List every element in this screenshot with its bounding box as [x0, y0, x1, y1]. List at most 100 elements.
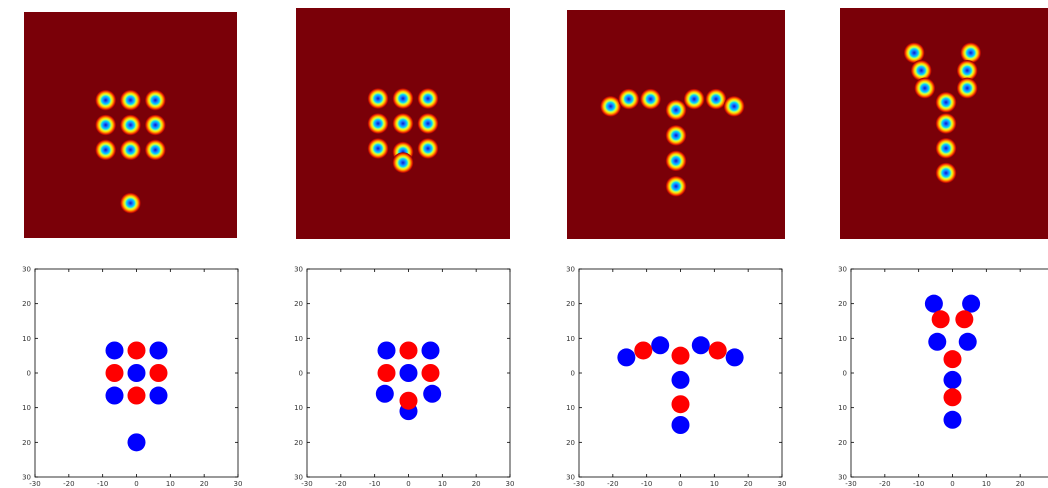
- density-peak: [665, 175, 687, 197]
- density-peak: [392, 113, 414, 134]
- density-peak: [144, 89, 166, 111]
- x-tick-label: 20: [200, 480, 209, 488]
- density-peak: [618, 88, 640, 110]
- x-tick-label: 10: [710, 480, 719, 488]
- density-peak: [144, 114, 166, 136]
- blue-vortex-point: [149, 386, 168, 405]
- density-heatmap-t-shape: [567, 10, 785, 239]
- blue-vortex-point: [617, 348, 636, 367]
- y-tick-label: 10: [294, 335, 303, 343]
- density-peak: [956, 60, 978, 81]
- blue-vortex-point: [149, 341, 168, 360]
- vortex-scatter-t-shape: 30 20 10 0 10 20 30 -30 -20 -10 0 10 20 30: [544, 258, 794, 488]
- density-peak: [417, 88, 439, 110]
- blue-vortex-point: [651, 336, 670, 355]
- blue-vortex-point: [962, 294, 981, 313]
- red-vortex-point: [377, 364, 396, 382]
- y-tick-label: 20: [838, 439, 847, 447]
- density-peak: [417, 137, 439, 159]
- density-peak: [417, 113, 439, 134]
- x-tick-label: 0: [950, 480, 954, 488]
- density-heatmap-grid-plus-one: [24, 12, 237, 238]
- blue-vortex-point: [127, 433, 146, 452]
- density-peak: [705, 88, 727, 110]
- density-peak: [95, 114, 117, 136]
- density-peak: [600, 95, 622, 117]
- x-tick-label: -10: [97, 480, 108, 488]
- x-tick-label: 10: [166, 480, 175, 488]
- x-tick-label: 20: [1016, 480, 1025, 488]
- density-peak: [723, 95, 745, 117]
- density-peak: [367, 137, 389, 159]
- y-tick-label: 10: [22, 335, 31, 343]
- blue-vortex-point: [399, 364, 418, 382]
- x-tick-label: -20: [335, 480, 346, 488]
- density-peak: [392, 88, 414, 110]
- red-vortex-point: [421, 364, 440, 382]
- density-heatmap-grid-with-tail: [296, 8, 510, 239]
- x-tick-label: -30: [573, 480, 584, 488]
- red-vortex-point: [127, 341, 146, 360]
- y-tick-label: 20: [838, 300, 847, 308]
- vortex-scatter-grid-plus-one: 30 20 10 0 10 20 30 -30 -20 -10 0 10 20 30: [0, 258, 250, 488]
- y-tick-label: 10: [838, 404, 847, 412]
- x-tick-label: 20: [744, 480, 753, 488]
- x-tick-label: -10: [369, 480, 380, 488]
- red-vortex-point: [943, 350, 962, 369]
- density-peak: [95, 139, 117, 161]
- x-tick-label: -10: [913, 480, 924, 488]
- x-tick-label: -10: [641, 480, 652, 488]
- blue-vortex-point: [127, 364, 146, 382]
- density-peak: [640, 88, 662, 110]
- density-peak: [367, 113, 389, 134]
- blue-vortex-point: [105, 386, 124, 405]
- y-tick-label: 30: [294, 474, 303, 482]
- density-peak: [935, 113, 957, 134]
- y-tick-label: 0: [299, 370, 303, 378]
- density-peak: [120, 114, 141, 136]
- red-vortex-point: [671, 346, 690, 365]
- blue-vortex-point: [105, 341, 124, 360]
- x-tick-label: 10: [982, 480, 991, 488]
- red-vortex-point: [399, 391, 418, 410]
- red-vortex-point: [708, 341, 727, 360]
- blue-vortex-point: [928, 332, 947, 351]
- x-tick-label: 0: [678, 480, 682, 488]
- x-tick-label: 10: [438, 480, 447, 488]
- x-tick-label: 30: [234, 480, 243, 488]
- y-tick-label: 0: [27, 370, 31, 378]
- y-tick-label: 20: [22, 300, 31, 308]
- vortex-scatter-grid-with-tail: 30 20 10 0 10 20 30 -30 -20 -10 0 10 20 30: [272, 258, 522, 488]
- red-vortex-point: [634, 341, 653, 360]
- blue-vortex-point: [375, 384, 394, 403]
- blue-vortex-point: [423, 384, 442, 403]
- blue-vortex-point: [691, 336, 710, 355]
- field-background: [567, 10, 785, 239]
- blue-vortex-point: [943, 410, 962, 429]
- density-peak: [935, 162, 957, 184]
- density-peak: [367, 88, 389, 110]
- density-peak: [683, 88, 705, 110]
- y-tick-label: 30: [566, 474, 575, 482]
- red-vortex-point: [127, 386, 146, 405]
- x-tick-label: -30: [301, 480, 312, 488]
- y-tick-label: 0: [843, 370, 847, 378]
- blue-vortex-point: [671, 416, 690, 434]
- x-tick-label: -20: [607, 480, 618, 488]
- y-tick-label: 20: [294, 300, 303, 308]
- y-tick-label: 10: [294, 404, 303, 412]
- blue-vortex-point: [421, 341, 440, 360]
- red-vortex-point: [671, 395, 690, 414]
- y-tick-label: 10: [566, 335, 575, 343]
- blue-vortex-point: [725, 348, 744, 367]
- y-tick-label: 10: [22, 404, 31, 412]
- y-tick-label: 10: [838, 335, 847, 343]
- density-peak: [144, 139, 166, 161]
- x-tick-label: -30: [845, 480, 856, 488]
- density-peak: [956, 77, 978, 99]
- density-heatmap-y-shape: [840, 8, 1048, 239]
- y-tick-label: 30: [566, 266, 575, 274]
- blue-vortex-point: [924, 294, 943, 313]
- y-tick-label: 20: [22, 439, 31, 447]
